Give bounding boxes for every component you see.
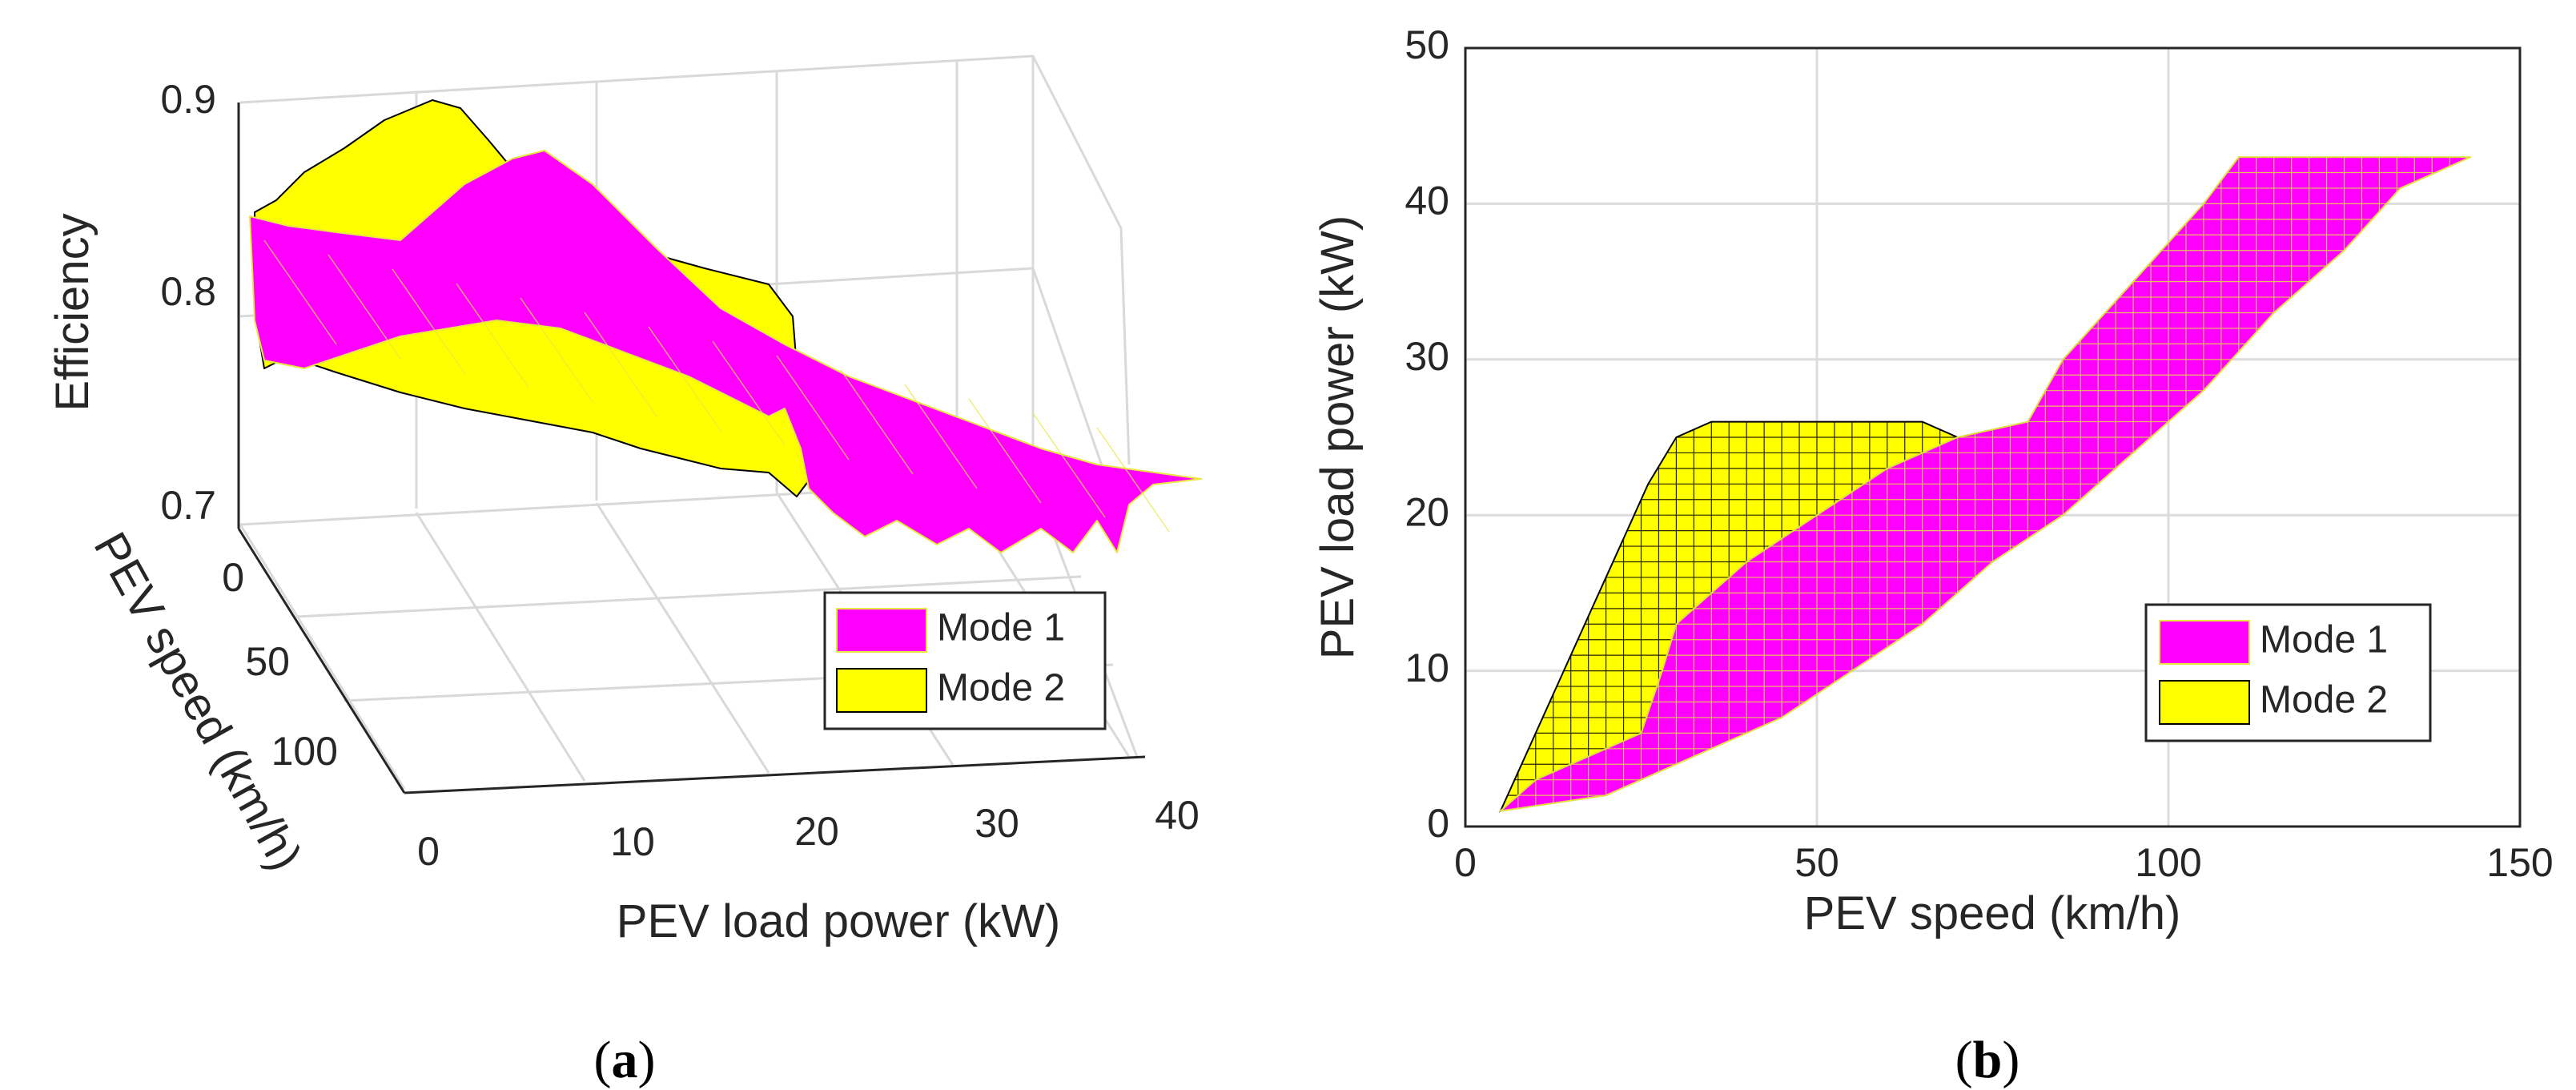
chart-b-legend-swatch-mode2 xyxy=(2159,680,2250,725)
chart-a-z-tick-label: 0.8 xyxy=(160,269,216,314)
chart-b-y-tick-label: 20 xyxy=(1405,489,1449,534)
chart-b-x-tick-label: 100 xyxy=(2135,840,2201,885)
chart-a-x-tick-label: 0 xyxy=(417,829,440,874)
chart-b-x-tick-label: 50 xyxy=(1794,840,1839,885)
chart-b-legend-label-mode1: Mode 1 xyxy=(2260,619,2388,662)
chart-a-legend-swatch-mode2 xyxy=(836,668,927,713)
chart-a-mesh-line xyxy=(968,398,1042,504)
chart-b-y-tick-label: 40 xyxy=(1405,179,1449,223)
chart-a-legend-label-mode2: Mode 2 xyxy=(937,667,1065,710)
chart-a-x-tick-label: 30 xyxy=(975,801,1019,846)
chart-b-x-tick-label: 0 xyxy=(1454,840,1477,885)
chart-a-surface-mesh xyxy=(263,239,1170,533)
chart-b-legend-swatch-mode1 xyxy=(2159,620,2250,665)
chart-b-y-ticks: 0 10 20 30 40 50 xyxy=(1405,22,1449,846)
chart-b-y-tick-label: 10 xyxy=(1405,646,1449,690)
chart-a-back-wall-edge xyxy=(239,54,1131,465)
chart-a-mesh-line xyxy=(648,326,721,432)
chart-a-mesh-line xyxy=(392,268,465,374)
chart-b-y-tick-label: 0 xyxy=(1427,801,1449,846)
chart-a-gridline xyxy=(295,575,1082,618)
chart-a-mesh-line xyxy=(263,239,337,345)
chart-b-y-tick-label: 30 xyxy=(1405,334,1449,379)
chart-a-mesh-line xyxy=(776,355,850,461)
chart-a-3d-surface: 0.9 0.8 0.7 0 50 100 0 10 20 30 40 Effic… xyxy=(46,54,1202,1089)
chart-a-x-tick-label: 10 xyxy=(610,819,655,864)
chart-a-legend-label-mode1: Mode 1 xyxy=(937,607,1065,650)
chart-b-x-ticks: 0 50 100 150 xyxy=(1454,840,2554,885)
chart-a-panel-label-open: ( xyxy=(594,1031,612,1089)
chart-a-mesh-line xyxy=(456,283,529,388)
chart-a-legend: Mode 1 Mode 2 xyxy=(823,591,1107,730)
chart-a-mesh-line xyxy=(1096,427,1170,533)
chart-a-surfaces xyxy=(249,99,1202,553)
chart-b-xlabel: PEV speed (km/h) xyxy=(1804,887,2181,939)
chart-a-mesh-line xyxy=(520,297,593,403)
chart-a-mesh-line xyxy=(328,254,401,360)
chart-a-y-tick-label: 100 xyxy=(271,729,338,774)
chart-a-y-axis-line xyxy=(237,528,406,794)
chart-a-gridline xyxy=(415,512,586,782)
chart-b-legend: Mode 1 Mode 2 xyxy=(2144,603,2432,742)
chart-b-axes xyxy=(1464,46,2522,828)
chart-b-legend-label-mode2: Mode 2 xyxy=(2260,679,2388,722)
chart-b-axes-box xyxy=(1464,46,2522,828)
chart-a-mesh-line xyxy=(840,369,914,475)
chart-b-region-plot: 0 50 100 150 0 10 20 30 40 50 PEV speed (km/h) P… xyxy=(1312,22,2554,1089)
chart-b-x-tick-label: 150 xyxy=(2486,840,2553,885)
chart-a-mesh-line xyxy=(904,384,978,489)
chart-a-panel-label: (a) xyxy=(594,1031,656,1089)
chart-a-mesh-line xyxy=(584,312,657,417)
chart-a-panel-label-close: ) xyxy=(638,1031,656,1089)
chart-a-x-axis-line xyxy=(404,755,1146,794)
chart-a-zlabel: Efficiency xyxy=(46,213,98,411)
chart-a-legend-swatch-mode1 xyxy=(836,608,927,653)
chart-a-ylabel: PEV speed (km/h) xyxy=(84,524,312,879)
chart-a-panel-label-letter: a xyxy=(612,1031,638,1089)
chart-b-panel-label: (b) xyxy=(1955,1031,2020,1089)
chart-a-y-tick-label: 50 xyxy=(245,639,290,684)
chart-a-xlabel: PEV load power (kW) xyxy=(617,895,1060,947)
chart-a-y-tick-label: 0 xyxy=(222,555,244,600)
chart-a-mode1-surface xyxy=(249,150,1202,553)
chart-a-gridline xyxy=(239,524,406,790)
chart-a-z-tick-label: 0.9 xyxy=(160,77,216,122)
chart-b-y-tick-label: 50 xyxy=(1405,22,1449,67)
chart-a-mesh-line xyxy=(712,340,786,446)
chart-a-gridline xyxy=(595,502,770,774)
chart-b-panel-label-letter: b xyxy=(1973,1031,2003,1089)
chart-a-x-tick-label: 20 xyxy=(794,809,839,854)
chart-a-x-tick-label: 40 xyxy=(1155,793,1200,838)
chart-b-ylabel: PEV load power (kW) xyxy=(1312,215,1364,659)
chart-a-mesh-line xyxy=(1032,412,1106,518)
chart-a-z-tick-label: 0.7 xyxy=(160,483,216,528)
chart-b-panel-label-close: ) xyxy=(2002,1031,2019,1089)
chart-b-panel-label-open: ( xyxy=(1955,1031,1973,1089)
